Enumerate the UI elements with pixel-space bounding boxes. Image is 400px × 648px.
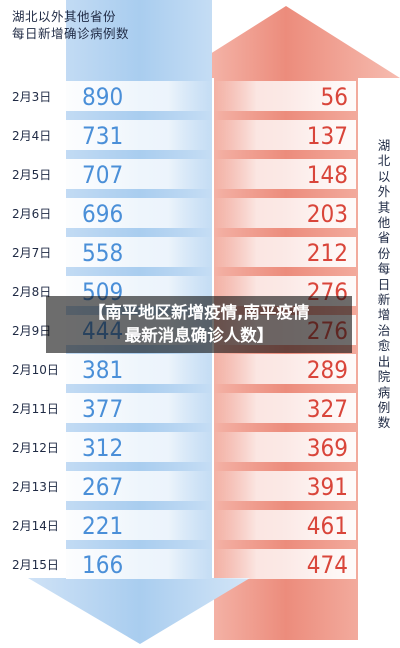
date-label: 2月9日 xyxy=(12,324,51,338)
date-label: 2月13日 xyxy=(12,480,59,494)
confirmed-value: 707 xyxy=(82,161,123,189)
recovered-value: 137 xyxy=(307,122,348,150)
confirmed-row-band xyxy=(66,510,212,540)
left-title-line1: 湖北以外其他省份 xyxy=(12,9,117,24)
recovered-row-band xyxy=(214,198,356,228)
recovered-row-band xyxy=(214,237,356,267)
confirmed-value: 890 xyxy=(82,83,123,111)
recovered-row-band xyxy=(214,432,356,462)
recovered-value: 203 xyxy=(307,200,348,228)
recovered-value: 461 xyxy=(307,512,348,540)
date-label: 2月12日 xyxy=(12,441,59,455)
confirmed-row-band xyxy=(66,81,212,111)
confirmed-row-band xyxy=(66,471,212,501)
recovered-value: 369 xyxy=(307,434,348,462)
recovered-row-band xyxy=(214,120,356,150)
banner-line2: 最新消息确诊人数】 xyxy=(124,326,274,345)
date-label: 2月10日 xyxy=(12,363,59,377)
confirmed-value: 381 xyxy=(82,356,123,384)
left-title: 湖北以外其他省份 每日新增确诊病例数 xyxy=(12,8,129,42)
confirmed-value: 166 xyxy=(82,551,123,579)
recovered-value: 391 xyxy=(307,473,348,501)
confirmed-value: 267 xyxy=(82,473,123,501)
recovered-value: 327 xyxy=(307,395,348,423)
date-label: 2月14日 xyxy=(12,519,59,533)
confirmed-row-band xyxy=(66,393,212,423)
confirmed-value: 558 xyxy=(82,239,123,267)
confirmed-row-band xyxy=(66,354,212,384)
confirmed-row-band xyxy=(66,432,212,462)
date-label: 2月8日 xyxy=(12,285,51,299)
recovered-row-band xyxy=(214,393,356,423)
recovered-row-band xyxy=(214,471,356,501)
date-label: 2月3日 xyxy=(12,90,51,104)
recovered-value: 289 xyxy=(307,356,348,384)
date-label: 2月4日 xyxy=(12,129,51,143)
recovered-row-band xyxy=(214,81,356,111)
recovered-row-band xyxy=(214,549,356,579)
confirmed-value: 312 xyxy=(82,434,123,462)
date-label: 2月6日 xyxy=(12,207,51,221)
confirmed-value: 377 xyxy=(82,395,123,423)
confirmed-row-band xyxy=(66,159,212,189)
recovered-value: 474 xyxy=(307,551,348,579)
date-label: 2月15日 xyxy=(12,558,59,572)
confirmed-row-band xyxy=(66,198,212,228)
confirmed-row-band xyxy=(66,237,212,267)
confirmed-row-band xyxy=(66,549,212,579)
overlay-banner: 【南平地区新增疫情,南平疫情 最新消息确诊人数】 xyxy=(46,296,352,353)
recovered-value: 212 xyxy=(307,239,348,267)
banner-line1: 【南平地区新增疫情,南平疫情 xyxy=(88,303,310,322)
recovered-row-band xyxy=(214,159,356,189)
recovered-value: 148 xyxy=(307,161,348,189)
right-title: 湖北以外其他省份每日新增治愈出院病例数 xyxy=(377,138,391,431)
date-label: 2月5日 xyxy=(12,168,51,182)
left-title-line2: 每日新增确诊病例数 xyxy=(12,26,130,41)
confirmed-value: 731 xyxy=(82,122,123,150)
confirmed-row-band xyxy=(66,120,212,150)
confirmed-value: 696 xyxy=(82,200,123,228)
date-label: 2月11日 xyxy=(12,402,59,416)
date-label: 2月7日 xyxy=(12,246,51,260)
recovered-row-band xyxy=(214,510,356,540)
confirmed-value: 221 xyxy=(82,512,123,540)
recovered-row-band xyxy=(214,354,356,384)
recovered-value: 56 xyxy=(321,83,348,111)
